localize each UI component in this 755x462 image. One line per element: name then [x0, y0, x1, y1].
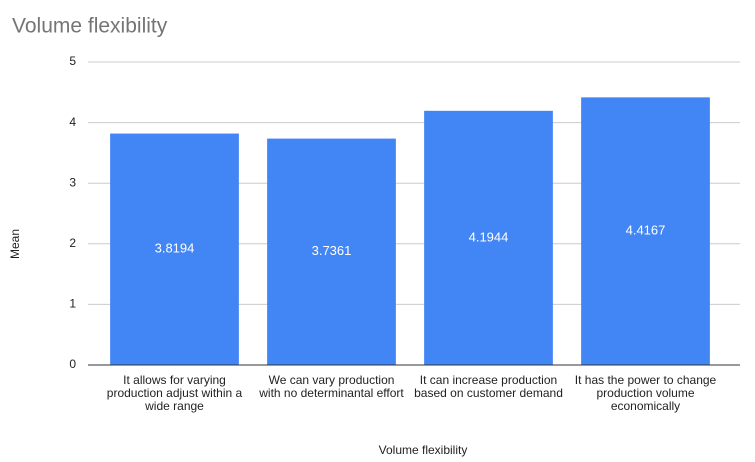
data-label: 3.8194 — [155, 241, 195, 256]
bar — [581, 97, 710, 366]
chart-title: Volume flexibility — [12, 15, 168, 38]
y-tick-label: 1 — [69, 297, 76, 311]
bar — [110, 133, 239, 365]
x-tick-label: It allows for varying production adjust … — [106, 373, 243, 413]
x-tick-label: It can increase production based on cust… — [414, 373, 563, 400]
y-tick-label: 4 — [69, 115, 76, 129]
x-tick-label: We can vary production with no determina… — [259, 373, 404, 400]
x-tick-label: It has the power to change production vo… — [574, 373, 717, 413]
y-tick-label: 5 — [69, 54, 76, 68]
x-axis-title: Volume flexibility — [379, 443, 468, 457]
data-label: 3.7361 — [312, 243, 352, 258]
y-tick-label: 3 — [69, 175, 76, 189]
y-tick-label: 2 — [69, 236, 76, 250]
data-label: 4.1944 — [469, 229, 509, 244]
bar — [267, 138, 396, 365]
bar — [424, 110, 553, 365]
data-label: 4.4167 — [626, 223, 666, 238]
y-axis-title: Mean — [8, 229, 22, 259]
y-tick-label: 0 — [69, 357, 76, 371]
